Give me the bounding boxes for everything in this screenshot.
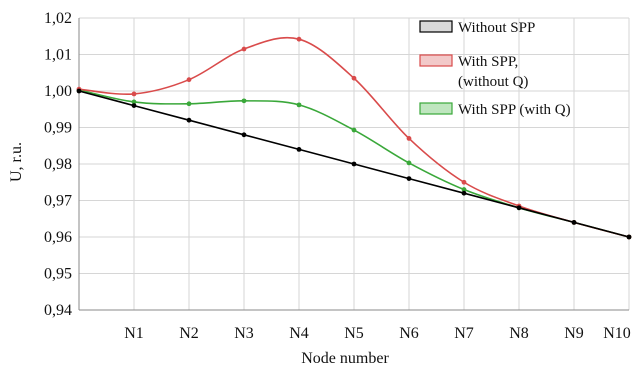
series-group (76, 36, 632, 240)
data-point (76, 88, 82, 94)
data-point (241, 132, 247, 138)
legend-label: (without Q) (458, 74, 528, 90)
y-axis-title: U, r.u. (8, 142, 25, 182)
data-point (131, 91, 137, 97)
legend-item-with-spp-without-q: With SPP, (without Q) (419, 54, 528, 90)
data-point (461, 179, 467, 185)
legend-swatch (419, 54, 453, 67)
data-point (571, 220, 577, 225)
data-point (461, 187, 467, 192)
legend-label: With SPP (with Q) (458, 102, 571, 118)
axes (78, 18, 629, 311)
data-point (186, 101, 192, 107)
x-tick-label: N9 (564, 325, 584, 342)
series-without-spp (76, 88, 632, 240)
x-tick-label: N10 (603, 325, 631, 342)
data-point (241, 46, 247, 52)
legend-swatch (419, 102, 453, 115)
data-point (406, 176, 412, 182)
y-tick-labels: 0,94 0,95 0,96 0,97 0,98 0,99 1,00 1,01 1,02 (44, 10, 72, 319)
legend-label: Without SPP (458, 20, 535, 36)
y-tick-label: 1,01 (44, 47, 72, 64)
y-tick-label: 0,97 (44, 193, 72, 210)
y-tick-label: 0,98 (44, 156, 72, 173)
data-point (131, 103, 137, 108)
y-tick-label: 0,94 (44, 302, 72, 319)
x-axis-title: Node number (301, 350, 389, 367)
data-point (296, 36, 302, 42)
x-tick-label: N6 (399, 325, 419, 342)
data-point (351, 75, 357, 81)
y-tick-label: 0,95 (44, 266, 72, 283)
legend: Without SPP With SPP, (without Q) With SPP … (419, 20, 571, 118)
y-tick-label: 0,96 (44, 229, 72, 246)
legend-item-without-spp: Without SPP (419, 20, 535, 36)
x-tick-label: N4 (289, 325, 309, 342)
x-tick-labels: N1 N2 N3 N4 N5 N6 N7 N8 N9 N10 (124, 325, 631, 342)
x-tick-label: N3 (234, 325, 254, 342)
data-point (351, 127, 357, 133)
data-point (241, 98, 247, 104)
data-point (131, 99, 137, 105)
y-tick-label: 0,99 (44, 120, 72, 137)
y-tick-label: 1,02 (44, 10, 72, 27)
x-tick-label: N7 (454, 325, 474, 342)
y-tick-label: 1,00 (44, 83, 72, 100)
x-tick-label: N1 (124, 325, 144, 342)
legend-swatch (419, 20, 453, 33)
data-point (186, 117, 192, 123)
x-tick-label: N5 (344, 325, 364, 342)
data-point (406, 136, 412, 141)
data-point (406, 160, 412, 166)
data-point (186, 77, 192, 83)
data-point (351, 161, 357, 167)
x-tick-label: N2 (179, 325, 199, 342)
data-point (296, 147, 302, 152)
data-point (461, 190, 467, 196)
data-point (296, 102, 302, 108)
legend-label: With SPP, (458, 54, 518, 70)
legend-item-with-spp-with-q: With SPP (with Q) (419, 102, 571, 118)
x-tick-label: N8 (509, 325, 529, 342)
data-point (626, 234, 632, 240)
data-point (516, 205, 522, 211)
